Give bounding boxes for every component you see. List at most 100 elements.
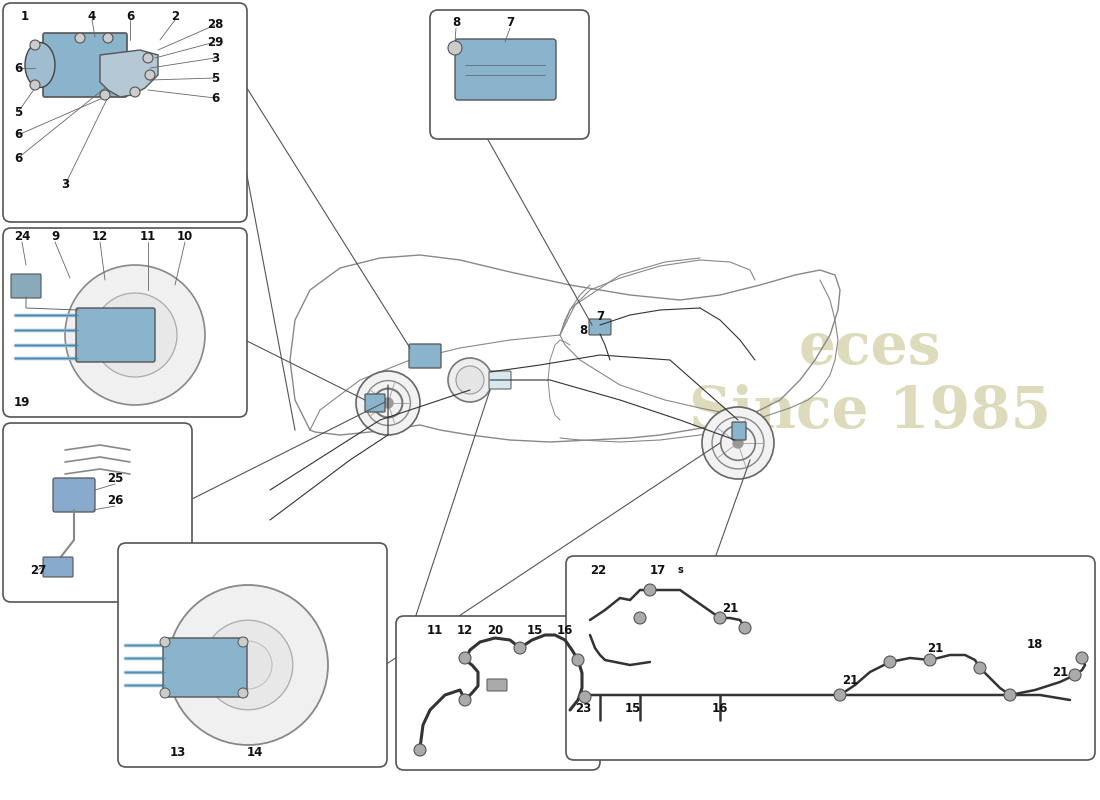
Circle shape — [160, 688, 170, 698]
FancyBboxPatch shape — [566, 556, 1094, 760]
FancyBboxPatch shape — [732, 422, 746, 440]
Text: 25: 25 — [107, 471, 123, 485]
Text: 16: 16 — [557, 623, 573, 637]
FancyBboxPatch shape — [3, 423, 192, 602]
FancyBboxPatch shape — [3, 3, 248, 222]
Circle shape — [448, 41, 462, 55]
Text: 21: 21 — [722, 602, 738, 614]
Circle shape — [1004, 689, 1016, 701]
Text: 6: 6 — [14, 151, 22, 165]
Text: 5: 5 — [211, 71, 219, 85]
Circle shape — [224, 641, 272, 689]
Text: 21: 21 — [842, 674, 858, 686]
Text: 27: 27 — [30, 563, 46, 577]
Circle shape — [733, 438, 742, 448]
Text: s: s — [678, 565, 683, 575]
Circle shape — [143, 53, 153, 63]
Circle shape — [238, 637, 248, 647]
Circle shape — [834, 689, 846, 701]
Circle shape — [75, 33, 85, 43]
Text: 8: 8 — [579, 323, 587, 337]
Circle shape — [204, 620, 293, 710]
FancyBboxPatch shape — [430, 10, 588, 139]
Text: 3: 3 — [60, 178, 69, 191]
Ellipse shape — [25, 42, 55, 87]
FancyBboxPatch shape — [53, 478, 95, 512]
Text: 5: 5 — [14, 106, 22, 118]
FancyBboxPatch shape — [118, 543, 387, 767]
FancyBboxPatch shape — [3, 228, 248, 417]
FancyBboxPatch shape — [11, 274, 41, 298]
Circle shape — [103, 33, 113, 43]
FancyBboxPatch shape — [43, 33, 126, 97]
Circle shape — [974, 662, 986, 674]
FancyBboxPatch shape — [396, 616, 600, 770]
Circle shape — [459, 652, 471, 664]
Circle shape — [168, 585, 328, 745]
Circle shape — [356, 371, 420, 435]
Circle shape — [644, 584, 656, 596]
Text: 11: 11 — [140, 230, 156, 242]
Text: 16: 16 — [712, 702, 728, 714]
Circle shape — [30, 40, 40, 50]
FancyBboxPatch shape — [163, 638, 248, 697]
Text: 13: 13 — [169, 746, 186, 759]
Circle shape — [924, 654, 936, 666]
Text: 12: 12 — [92, 230, 108, 242]
Circle shape — [160, 637, 170, 647]
Circle shape — [459, 694, 471, 706]
Text: 11: 11 — [427, 623, 443, 637]
Circle shape — [414, 744, 426, 756]
FancyBboxPatch shape — [409, 344, 441, 368]
Circle shape — [30, 80, 40, 90]
Circle shape — [383, 398, 393, 408]
Circle shape — [130, 87, 140, 97]
FancyBboxPatch shape — [588, 319, 610, 335]
Text: 23: 23 — [575, 702, 591, 714]
Text: 29: 29 — [207, 35, 223, 49]
Text: 21: 21 — [1052, 666, 1068, 678]
Text: eces
Since 1985: eces Since 1985 — [689, 319, 1052, 440]
Circle shape — [145, 70, 155, 80]
FancyBboxPatch shape — [43, 557, 73, 577]
FancyBboxPatch shape — [455, 39, 556, 100]
Text: 4: 4 — [88, 10, 96, 22]
Text: 14: 14 — [246, 746, 263, 759]
Text: 6: 6 — [14, 129, 22, 142]
Circle shape — [739, 622, 751, 634]
Circle shape — [634, 612, 646, 624]
Text: 28: 28 — [207, 18, 223, 31]
Circle shape — [1076, 652, 1088, 664]
Circle shape — [238, 688, 248, 698]
Text: 26: 26 — [107, 494, 123, 506]
Circle shape — [514, 642, 526, 654]
Text: 15: 15 — [527, 623, 543, 637]
Text: 21: 21 — [927, 642, 943, 654]
Text: 6: 6 — [211, 91, 219, 105]
Text: 12: 12 — [456, 623, 473, 637]
Circle shape — [884, 656, 896, 668]
Text: 10: 10 — [177, 230, 194, 242]
Circle shape — [100, 90, 110, 100]
Circle shape — [1069, 669, 1081, 681]
Circle shape — [94, 293, 177, 377]
Text: 18: 18 — [1026, 638, 1043, 651]
Circle shape — [702, 407, 774, 479]
Text: 3: 3 — [211, 51, 219, 65]
Text: 17: 17 — [650, 563, 667, 577]
Circle shape — [456, 366, 484, 394]
Text: 6: 6 — [125, 10, 134, 22]
FancyBboxPatch shape — [490, 371, 512, 389]
Circle shape — [714, 612, 726, 624]
Circle shape — [65, 265, 205, 405]
Text: 19: 19 — [14, 397, 30, 410]
Text: 7: 7 — [596, 310, 604, 323]
Circle shape — [448, 358, 492, 402]
Text: 6: 6 — [14, 62, 22, 74]
Text: 2: 2 — [170, 10, 179, 22]
Circle shape — [572, 654, 584, 666]
Text: 22: 22 — [590, 563, 606, 577]
FancyBboxPatch shape — [365, 394, 385, 412]
Text: 24: 24 — [14, 230, 30, 242]
Polygon shape — [100, 50, 158, 97]
